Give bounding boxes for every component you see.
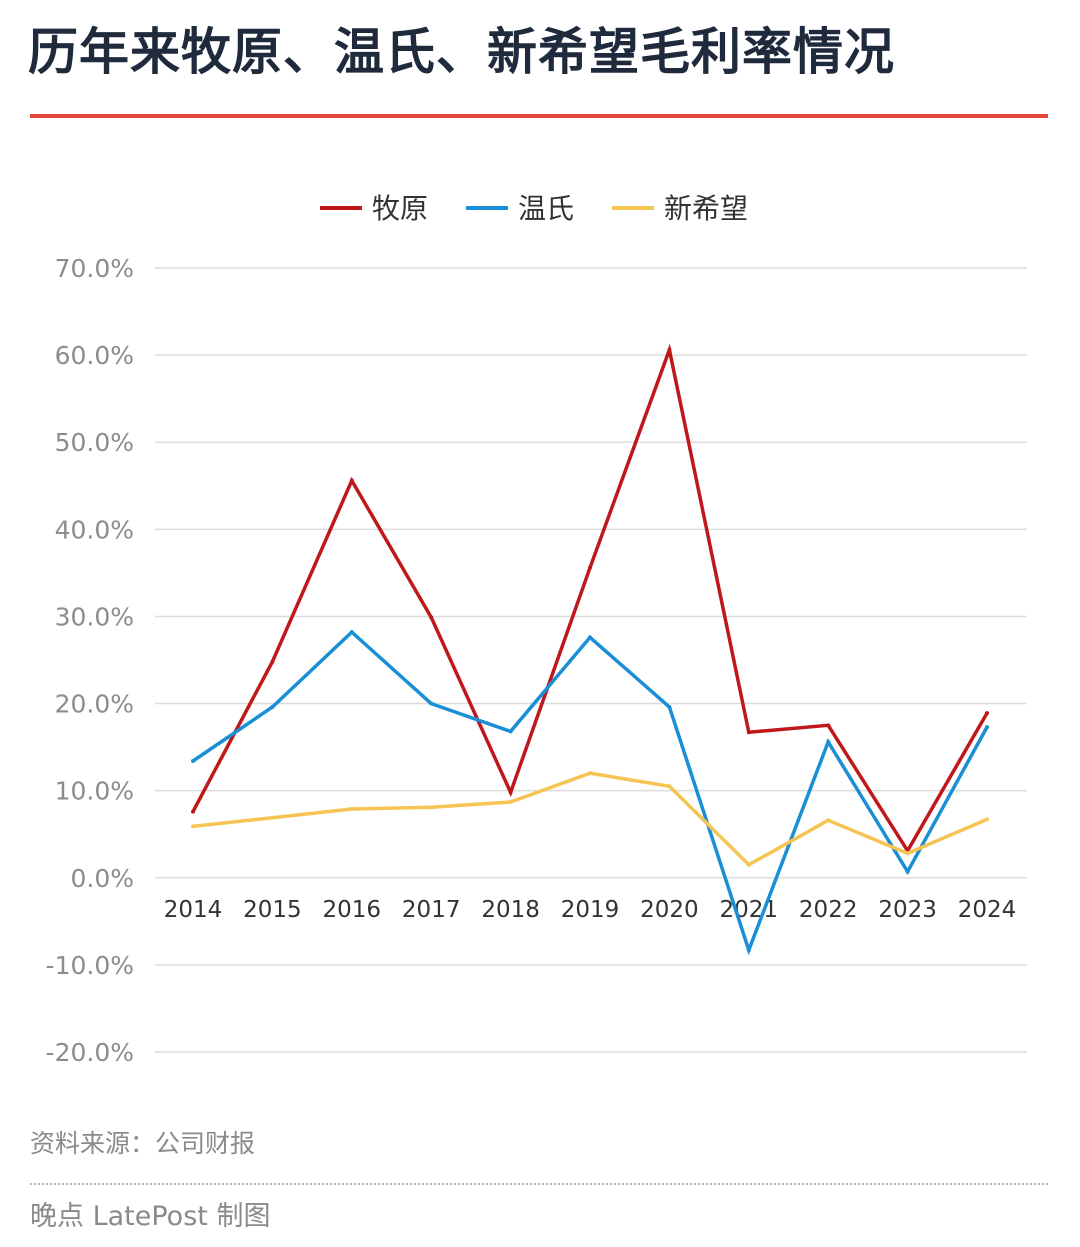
- data-point: [985, 711, 989, 716]
- data-point: [746, 948, 751, 953]
- y-tick-label: 40.0%: [55, 515, 134, 544]
- data-point: [429, 615, 434, 620]
- data-point: [349, 630, 354, 635]
- data-point: [270, 815, 275, 820]
- data-point: [746, 862, 751, 867]
- y-axis-ticks: 70.0% 60.0% 50.0% 40.0% 30.0% 20.0% 10.0% 0.0% -…: [46, 254, 134, 1067]
- data-point: [508, 799, 513, 804]
- y-tick-label: -20.0%: [46, 1038, 134, 1067]
- data-point: [429, 701, 434, 706]
- data-point: [985, 817, 989, 822]
- x-tick-label: 2023: [878, 897, 937, 923]
- data-point: [508, 729, 513, 734]
- y-tick-label: 50.0%: [55, 428, 134, 457]
- legend-label: 新希望: [664, 192, 748, 225]
- data-point: [667, 347, 672, 352]
- y-tick-label: 30.0%: [55, 602, 134, 631]
- data-point: [270, 659, 275, 664]
- data-point: [826, 723, 831, 728]
- data-point: [905, 851, 910, 856]
- data-point: [588, 565, 592, 570]
- source-note: 资料来源：公司财报: [30, 1129, 256, 1158]
- y-tick-label: -10.0%: [46, 951, 134, 980]
- legend: 牧原 温氏 新希望: [320, 192, 748, 225]
- data-point: [746, 730, 751, 735]
- data-point: [270, 705, 275, 710]
- y-tick-label: 60.0%: [55, 341, 134, 370]
- x-tick-label: 2017: [402, 897, 461, 923]
- x-tick-label: 2022: [799, 897, 858, 923]
- x-tick-label: 2024: [958, 897, 1017, 923]
- series-line-1: [191, 343, 989, 855]
- data-point: [667, 784, 672, 789]
- data-point: [191, 824, 195, 829]
- data-point: [905, 869, 910, 874]
- x-axis-ticks: 2014 2015 2016 2017 2018 2019 2020 2021 2022 2023…: [164, 897, 1017, 923]
- data-point: [588, 771, 592, 776]
- y-tick-label: 10.0%: [55, 777, 134, 806]
- data-point: [349, 478, 354, 483]
- data-point: [826, 739, 831, 744]
- x-tick-label: 2014: [164, 897, 223, 923]
- data-point: [826, 818, 831, 823]
- data-point: [429, 805, 434, 810]
- series-lines: [191, 343, 989, 956]
- x-tick-label: 2019: [561, 897, 620, 923]
- data-point: [349, 806, 354, 811]
- gridlines: [155, 267, 1027, 1053]
- title-underline: [30, 114, 1048, 118]
- x-tick-label: 2018: [481, 897, 540, 923]
- y-tick-label: 20.0%: [55, 690, 134, 719]
- x-tick-label: 2016: [323, 897, 382, 923]
- x-tick-label: 2020: [640, 897, 699, 923]
- page-title: 历年来牧原、温氏、新希望毛利率情况: [28, 23, 895, 81]
- data-point: [588, 635, 592, 640]
- legend-label: 牧原: [372, 192, 428, 225]
- data-point: [191, 809, 195, 814]
- data-point: [191, 759, 195, 764]
- credit-note: 晚点 LatePost 制图: [30, 1201, 271, 1232]
- x-tick-label: 2015: [243, 897, 302, 923]
- data-point: [667, 705, 672, 710]
- data-point: [985, 725, 989, 730]
- y-tick-label: 70.0%: [55, 254, 134, 283]
- footer-divider: [30, 1183, 1048, 1185]
- y-tick-label: 0.0%: [70, 864, 134, 893]
- legend-label: 温氏: [518, 192, 574, 225]
- data-point: [508, 790, 513, 795]
